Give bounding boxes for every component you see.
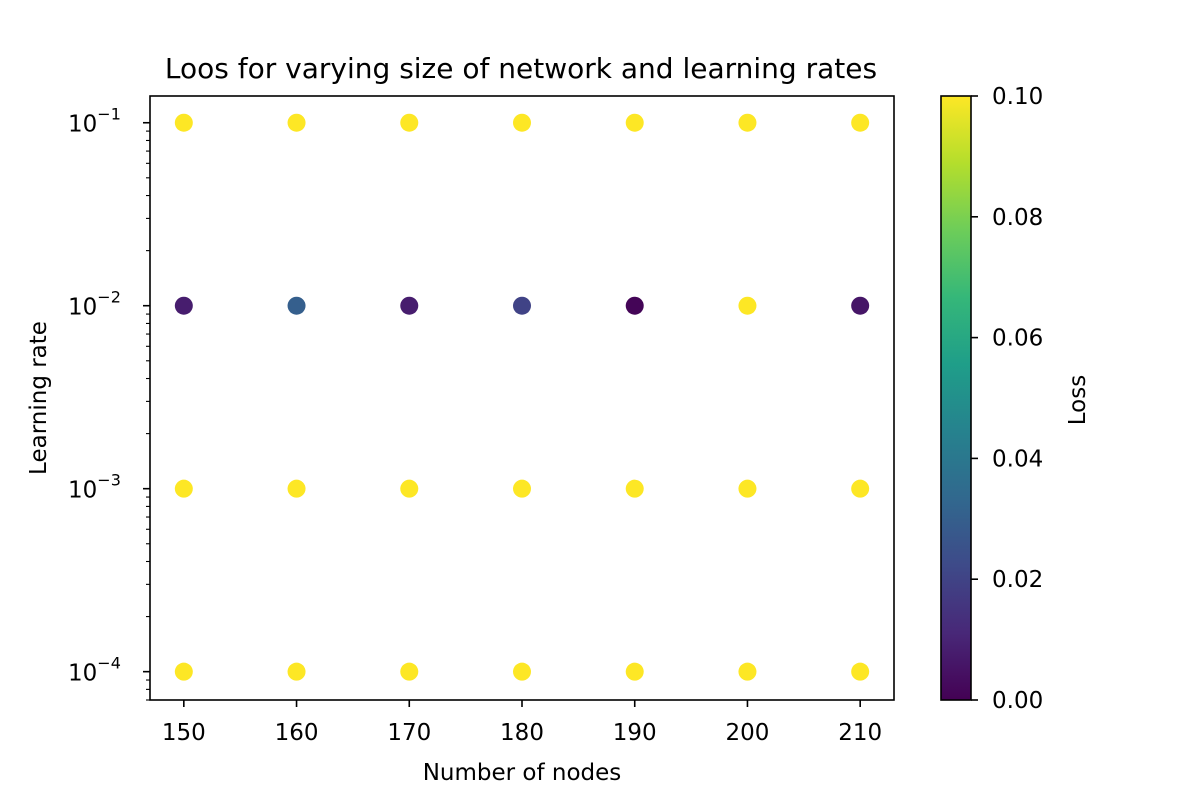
data-point (174, 113, 193, 132)
data-point (174, 296, 193, 315)
y-tick-label: 10−1 (68, 105, 121, 138)
data-point (851, 113, 870, 132)
data-point (738, 113, 757, 132)
data-point (625, 479, 644, 498)
data-point (174, 662, 193, 681)
data-point (513, 479, 531, 498)
x-tick-label: 200 (726, 720, 770, 746)
plot-frame (149, 95, 895, 701)
data-point (851, 296, 870, 315)
data-point (513, 296, 531, 315)
y-axis-label: Learning rate (26, 321, 52, 475)
data-point (287, 479, 306, 498)
data-point (851, 479, 870, 498)
x-tick-label: 160 (275, 720, 319, 746)
x-axis-ticks: 150 160 170 180 190 200 210 (162, 700, 882, 746)
data-point (287, 662, 306, 681)
x-tick-label: 210 (838, 720, 882, 746)
colorbar: 0.00 0.02 0.04 0.06 0.08 0.10 Loss (940, 84, 1091, 714)
data-point (287, 113, 306, 132)
colorbar-tick-label: 0.08 (992, 205, 1043, 231)
x-tick-label: 190 (613, 720, 657, 746)
colorbar-gradient (941, 96, 971, 700)
data-point (400, 113, 419, 132)
data-point (738, 662, 757, 681)
data-point (625, 296, 644, 315)
colorbar-label: Loss (1065, 375, 1091, 425)
data-points (174, 113, 870, 681)
plot-area: 150 160 170 180 190 200 210 10−4 10−3 10−2 10−1 (68, 95, 895, 746)
y-tick-label: 10−4 (68, 654, 121, 687)
colorbar-tick-label: 0.02 (992, 567, 1043, 593)
colorbar-tick-label: 0.10 (992, 84, 1043, 110)
colorbar-ticks: 0.00 0.02 0.04 0.06 0.08 0.10 (971, 84, 1043, 714)
data-point (513, 662, 531, 681)
data-point (625, 662, 644, 681)
colorbar-tick-label: 0.00 (992, 688, 1043, 714)
y-minor-ticks (146, 130, 150, 701)
x-tick-label: 150 (162, 720, 206, 746)
data-point (513, 113, 531, 132)
y-tick-label: 10−2 (68, 288, 121, 321)
chart-title: Loos for varying size of network and lea… (165, 52, 877, 85)
colorbar-tick-label: 0.04 (992, 446, 1043, 472)
y-axis-ticks: 10−4 10−3 10−2 10−1 (68, 105, 150, 687)
data-point (400, 662, 419, 681)
colorbar-frame (940, 95, 972, 701)
data-point (287, 296, 306, 315)
x-tick-label: 170 (387, 720, 431, 746)
data-point (400, 296, 419, 315)
data-point (738, 296, 757, 315)
data-point (625, 113, 644, 132)
y-tick-label: 10−3 (68, 471, 121, 504)
data-point (851, 662, 870, 681)
data-point (174, 479, 193, 498)
data-point (400, 479, 419, 498)
x-axis-label: Number of nodes (423, 760, 622, 786)
x-tick-label: 180 (500, 720, 544, 746)
colorbar-tick-label: 0.06 (992, 326, 1043, 352)
data-point (738, 479, 757, 498)
